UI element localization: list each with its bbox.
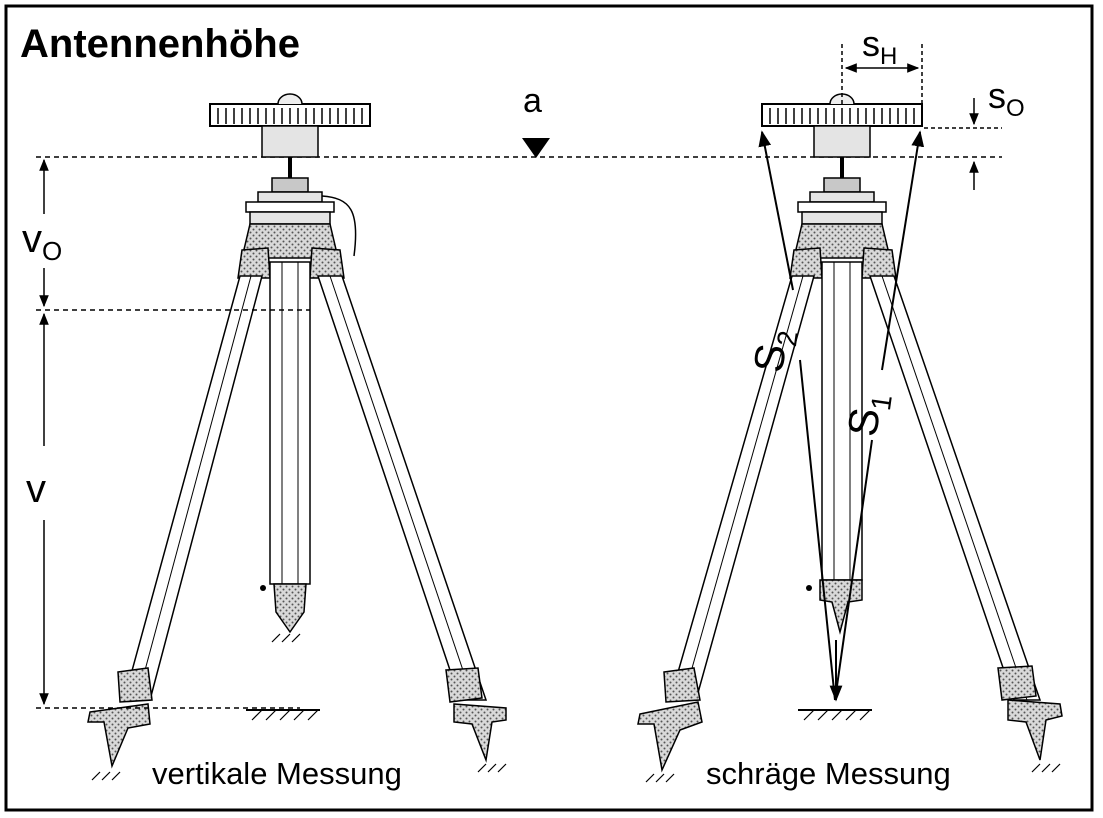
tripod-vertical (87, 93, 507, 781)
antenna-base-right (813, 125, 871, 158)
label-a: a (523, 82, 542, 120)
label-v: v (26, 467, 46, 511)
outer-frame (4, 4, 1094, 812)
caption-vertical: vertikale Messung (152, 756, 402, 791)
antenna-plate-ticks-right (769, 108, 915, 124)
antenna-base-left (261, 125, 319, 158)
diagram-title: Antennenhöhe (20, 22, 300, 66)
tripod-leg-center-right (821, 261, 863, 581)
tripod-foot-left-2 (453, 703, 507, 763)
label-sh: sH (862, 23, 897, 70)
tripod-leg-left-1 (123, 275, 263, 701)
tripod-foot-right-2 (1007, 699, 1063, 761)
slant-line-s1-lower (834, 439, 873, 701)
label-s2: S2 (744, 326, 804, 377)
antenna-dome-left (277, 93, 303, 105)
antenna-plate-ticks-left (217, 108, 363, 124)
label-so: sO (988, 75, 1025, 122)
tripod-slant (637, 93, 1063, 783)
slant-line-s2-upper (758, 130, 794, 291)
caption-slant: schräge Messung (706, 756, 951, 791)
label-s1: S1 (838, 390, 898, 441)
slant-line-s2-lower (799, 359, 836, 701)
slant-line-s1-upper (881, 130, 925, 371)
tripod-foot-left-1 (87, 703, 151, 769)
reference-marker-icon (522, 138, 550, 158)
label-vo: vO (22, 217, 62, 266)
tripod-foot-right-1 (637, 701, 703, 773)
